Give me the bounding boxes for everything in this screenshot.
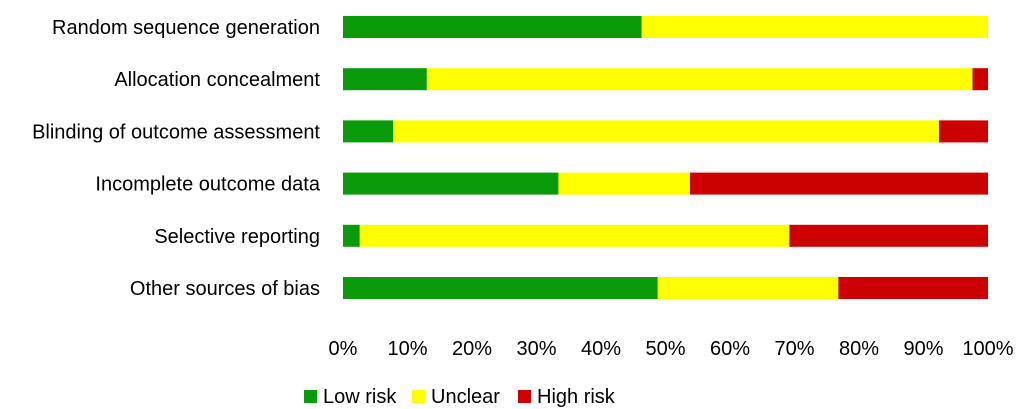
x-axis-tick-labels: 0% 10% 20% 30% 40% 50% 60% 70% 80% 90% 100% xyxy=(329,338,1014,360)
x-tick-label: 20% xyxy=(452,338,492,360)
legend-swatch xyxy=(518,390,531,403)
legend-label: Unclear xyxy=(431,386,500,408)
x-tick-label: 50% xyxy=(645,338,685,360)
legend-label: High risk xyxy=(537,386,616,408)
legend-swatch xyxy=(304,390,317,403)
x-tick-label: 30% xyxy=(516,338,556,360)
bar-segment-unclear xyxy=(657,277,839,299)
bar-segment-high-risk xyxy=(789,224,988,247)
x-tick-label: 40% xyxy=(581,338,621,360)
legend-label: Low risk xyxy=(323,386,397,408)
bars xyxy=(343,16,988,299)
bar-segment-low-risk xyxy=(343,277,658,299)
x-tick-label: 80% xyxy=(839,338,879,360)
x-tick-label: 10% xyxy=(387,338,427,360)
category-label: Selective reporting xyxy=(154,226,320,248)
bar-segment-high-risk xyxy=(972,68,988,91)
category-label: Other sources of bias xyxy=(130,278,320,300)
category-label: Allocation concealment xyxy=(114,69,320,91)
bar-segment-high-risk xyxy=(690,172,988,195)
x-tick-label: 60% xyxy=(710,338,750,360)
bar-segment-unclear xyxy=(393,120,939,143)
category-label: Incomplete outcome data xyxy=(95,174,320,196)
x-tick-label: 90% xyxy=(903,338,943,360)
x-tick-label: 0% xyxy=(329,338,358,360)
bar-segment-high-risk xyxy=(838,277,988,299)
bar-segment-low-risk xyxy=(343,120,394,143)
legend-swatch xyxy=(412,390,425,403)
bar-segment-low-risk xyxy=(343,172,559,195)
bar-segment-unclear xyxy=(558,172,691,195)
bar-segment-low-risk xyxy=(343,68,427,91)
bar-segment-low-risk xyxy=(343,16,642,38)
bar-segment-high-risk xyxy=(938,120,988,143)
category-label: Blinding of outcome assessment xyxy=(32,121,320,143)
category-labels: Random sequence generation Allocation con… xyxy=(32,17,321,300)
legend: Low risk Unclear High risk xyxy=(304,386,616,408)
bar-segment-low-risk xyxy=(343,224,360,247)
x-tick-label: 100% xyxy=(962,338,1013,360)
category-label: Random sequence generation xyxy=(52,17,320,39)
x-tick-label: 70% xyxy=(774,338,814,360)
bar-segment-unclear xyxy=(359,224,790,247)
bar-segment-unclear xyxy=(426,68,973,91)
bar-segment-unclear xyxy=(641,16,988,38)
